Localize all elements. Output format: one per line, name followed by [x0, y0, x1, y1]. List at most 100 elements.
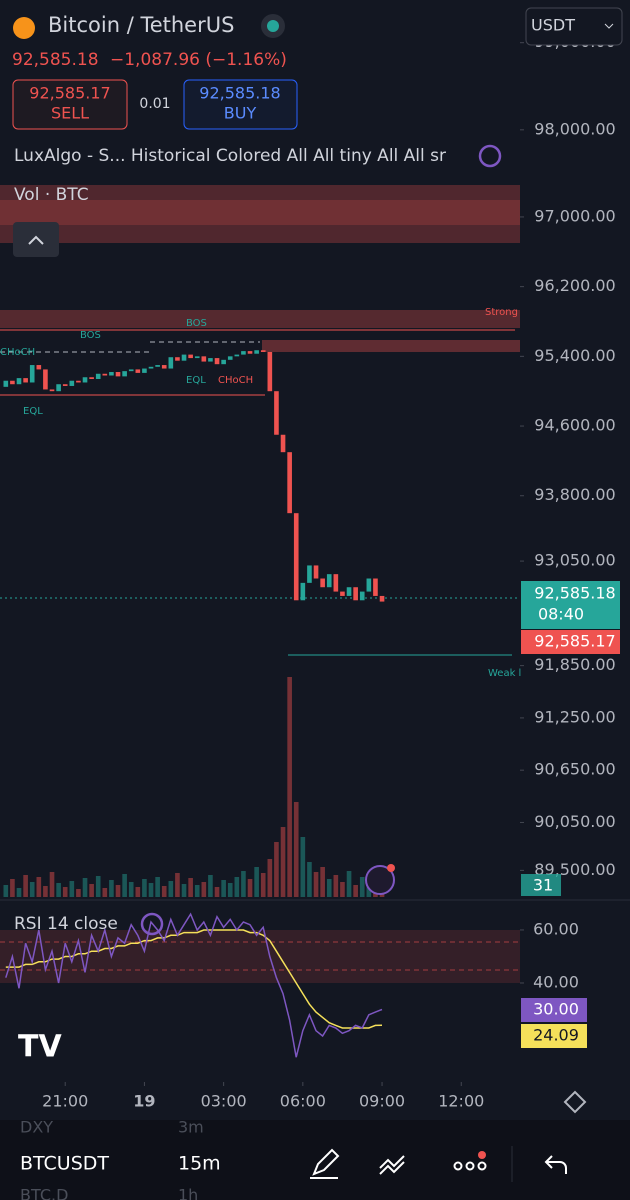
- collapse-button[interactable]: [13, 222, 59, 257]
- y-tick-label: 96,200.00: [534, 276, 615, 295]
- candle: [43, 369, 48, 390]
- change: −1,087.96 (−1.16%): [110, 50, 287, 70]
- settings-icon[interactable]: [563, 1090, 587, 1114]
- y-tick-label: 94,600.00: [534, 416, 615, 435]
- candle: [181, 354, 187, 361]
- volume-bar: [208, 875, 213, 897]
- annotation: Strong: [485, 307, 518, 318]
- indicator-label: LuxAlgo - S... Historical Colored All Al…: [14, 146, 446, 166]
- bid-price: 92,585.17: [534, 632, 615, 651]
- volume-bar: [359, 877, 365, 897]
- volume-bar: [175, 873, 180, 897]
- candle: [23, 378, 28, 383]
- candle: [320, 578, 325, 588]
- volume-bar: [69, 881, 75, 897]
- volume-bar: [128, 882, 134, 897]
- candle: [359, 591, 365, 601]
- candle: [194, 356, 200, 359]
- annotation: CHoCH: [218, 375, 253, 386]
- y-tick-label: 60.00: [533, 919, 579, 938]
- y-tick-label: 91,850.00: [534, 655, 615, 674]
- footer: [0, 1120, 630, 1200]
- rsi-label: 30.00: [533, 1000, 579, 1019]
- status-dot: [267, 20, 279, 32]
- volume-bar: [353, 885, 358, 897]
- indicator-label: Vol · BTC: [14, 185, 89, 205]
- reload-icon[interactable]: [478, 144, 502, 168]
- volume-bar: [194, 885, 200, 897]
- badge: [387, 864, 395, 872]
- symbol: Bitcoin / TetherUS: [48, 13, 234, 37]
- candle: [234, 354, 240, 357]
- sell-price: 92,585.17: [29, 84, 110, 103]
- footer-symbol[interactable]: BTCUSDT: [20, 1153, 109, 1175]
- more-icon[interactable]: [453, 1151, 487, 1171]
- zone: [0, 200, 520, 225]
- volume-bar: [287, 677, 292, 897]
- candle: [300, 582, 306, 601]
- volume-bar: [214, 887, 220, 897]
- volume-bar: [36, 877, 42, 897]
- volume-bar: [10, 879, 15, 897]
- volume-label: 31: [533, 876, 553, 895]
- candle: [115, 372, 121, 377]
- rsi-ma-box: [521, 1024, 587, 1048]
- candle: [102, 373, 108, 376]
- reload-icon[interactable]: [140, 912, 164, 936]
- candle: [142, 368, 147, 373]
- indicator-label: RSI 14 close: [14, 914, 118, 934]
- annotation: Weak l: [488, 668, 521, 679]
- draw-icon[interactable]: [310, 1148, 340, 1179]
- y-tick-label: 93,800.00: [534, 485, 615, 504]
- buy-button[interactable]: [183, 79, 298, 130]
- candle: [366, 578, 372, 592]
- last-price-box: [521, 581, 620, 629]
- rsi-band: [0, 930, 520, 983]
- x-tick-label: 06:00: [280, 1092, 326, 1111]
- ghost-interval: 3m: [178, 1118, 204, 1137]
- candle: [122, 371, 127, 377]
- volume-bar: [49, 872, 55, 897]
- volume-bar: [313, 872, 319, 897]
- volume-bar: [3, 885, 9, 897]
- coin-icon: [13, 17, 35, 39]
- candle: [175, 357, 180, 361]
- candle: [29, 365, 35, 383]
- volume-bar: [168, 881, 174, 897]
- zone: [0, 185, 520, 243]
- alert-button[interactable]: [365, 865, 395, 895]
- candle: [109, 372, 114, 376]
- candle: [128, 369, 134, 372]
- y-tick-label: 95,400.00: [534, 346, 615, 365]
- last-price: 92,585.18: [534, 584, 615, 603]
- volume-bar: [274, 842, 279, 897]
- sell-button[interactable]: [12, 79, 128, 130]
- chevron: [604, 23, 614, 29]
- price: 92,585.18: [12, 50, 99, 70]
- volume-bar: [201, 882, 207, 897]
- footer-interval[interactable]: 15m: [178, 1153, 221, 1175]
- candle: [313, 565, 319, 579]
- candle: [16, 378, 22, 385]
- volume-bar: [346, 871, 352, 897]
- candle: [247, 351, 253, 354]
- candle: [340, 591, 345, 596]
- candle: [326, 574, 332, 588]
- zone: [262, 340, 520, 352]
- volume-bar: [267, 859, 273, 897]
- currency-select[interactable]: [525, 7, 623, 46]
- x-tick-label: 21:00: [42, 1092, 88, 1111]
- candle: [95, 373, 101, 379]
- candle: [161, 365, 167, 369]
- volume-bar: [280, 827, 286, 897]
- undo-icon[interactable]: [544, 1155, 567, 1174]
- lines-icon[interactable]: [379, 1155, 405, 1175]
- candle: [346, 587, 352, 596]
- volume-bar: [76, 889, 81, 897]
- candle: [333, 574, 339, 592]
- buy-price: 92,585.18: [199, 84, 280, 103]
- spread: 0.01: [139, 96, 170, 112]
- candle: [155, 365, 160, 367]
